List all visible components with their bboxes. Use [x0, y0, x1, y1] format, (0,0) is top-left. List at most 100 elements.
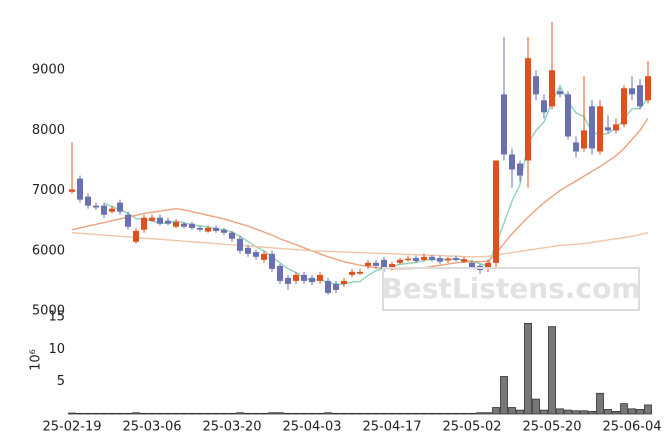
candle-body	[421, 256, 427, 260]
x-tick-label: 25-05-20	[522, 420, 581, 435]
candle-body	[141, 217, 147, 230]
volume-bar	[476, 412, 484, 415]
volume-bar	[628, 408, 636, 415]
volume-bar	[220, 412, 228, 415]
y-tick-label: 6000	[32, 243, 65, 258]
volume-y-tick-label: 15	[48, 309, 65, 324]
volume-bar	[604, 409, 612, 415]
watermark-frame	[382, 267, 640, 311]
candle-body	[197, 227, 203, 230]
candle-body	[205, 227, 211, 232]
volume-bar	[588, 411, 596, 415]
x-tick-label: 25-02-19	[42, 420, 101, 435]
moving-average-line	[71, 232, 649, 258]
candle-body	[637, 85, 643, 107]
candle-body	[285, 277, 291, 284]
x-tick-label: 25-06-04	[602, 420, 661, 435]
candle-body	[229, 232, 235, 239]
volume-bar	[524, 323, 532, 415]
volume-bar	[636, 409, 644, 415]
volume-bar	[84, 412, 92, 415]
candle-body	[381, 259, 387, 269]
volume-bar	[572, 410, 580, 415]
volume-bar	[364, 412, 372, 415]
volume-bar	[372, 412, 380, 415]
volume-bar	[492, 407, 500, 415]
volume-bar	[252, 412, 260, 415]
candle-body	[597, 106, 603, 152]
candle-body	[189, 223, 195, 228]
volume-bar	[564, 409, 572, 415]
candle-body	[77, 178, 83, 200]
candle-body	[357, 271, 363, 274]
volume-bar	[268, 412, 276, 415]
candle-body	[389, 264, 395, 268]
x-tick-label: 25-03-20	[202, 420, 261, 435]
candle-body	[341, 280, 347, 284]
candle-body	[629, 88, 635, 95]
volume-bar	[316, 412, 324, 415]
candle-body	[525, 58, 531, 161]
volume-bar	[92, 412, 100, 415]
candle-body	[277, 265, 283, 281]
volume-bar	[108, 412, 116, 415]
volume-bar	[556, 408, 564, 415]
volume-bar	[300, 412, 308, 415]
candle-body	[581, 130, 587, 149]
volume-bar	[140, 412, 148, 415]
volume-bar	[460, 412, 468, 415]
candle-body	[533, 76, 539, 95]
volume-bar	[164, 412, 172, 415]
x-tick-label: 25-05-02	[442, 420, 501, 435]
watermark-box: BestListens.com	[381, 267, 641, 311]
volume-bar	[308, 412, 316, 415]
volume-bar	[548, 326, 556, 415]
candle-body	[101, 205, 107, 215]
candle-body	[69, 189, 75, 192]
candle-body	[509, 154, 515, 170]
candle-body	[301, 274, 307, 281]
volume-bar	[500, 376, 508, 415]
candle-body	[165, 220, 171, 224]
volume-bar	[292, 412, 300, 415]
candle-body	[349, 271, 355, 275]
volume-bar	[532, 398, 540, 415]
y-tick-label: 9000	[32, 63, 65, 78]
volume-bar	[244, 412, 252, 415]
y-tick-label: 8000	[32, 123, 65, 138]
candle-body	[549, 70, 555, 107]
y-tick-label: 5000	[32, 304, 65, 319]
volume-y-tick-label: 5	[57, 374, 65, 389]
volume-bar	[332, 412, 340, 415]
candle-body	[93, 205, 99, 208]
candle-body	[373, 262, 379, 266]
volume-bar	[276, 412, 284, 415]
candle-body	[293, 274, 299, 281]
volume-bar	[612, 411, 620, 415]
volume-bar	[356, 412, 364, 415]
candle-body	[501, 94, 507, 155]
candle-body	[437, 258, 443, 262]
volume-bar	[508, 407, 516, 415]
candle-body	[109, 208, 115, 212]
candle-body	[181, 223, 187, 227]
volume-bar	[68, 412, 76, 415]
volume-bar	[404, 412, 412, 415]
volume-bar	[196, 412, 204, 415]
volume-bar	[324, 412, 332, 415]
candle-body	[365, 262, 371, 266]
candle-body	[309, 277, 315, 283]
volume-bar	[156, 412, 164, 415]
y-tick-label: 7000	[32, 183, 65, 198]
volume-bar	[468, 412, 476, 415]
candle-body	[261, 253, 267, 260]
volume-bar	[412, 412, 420, 415]
volume-bar	[116, 412, 124, 415]
candle-body	[645, 76, 651, 101]
volume-bar	[204, 412, 212, 415]
volume-bar	[580, 410, 588, 415]
candle-body	[333, 283, 339, 290]
candle-body	[589, 106, 595, 149]
